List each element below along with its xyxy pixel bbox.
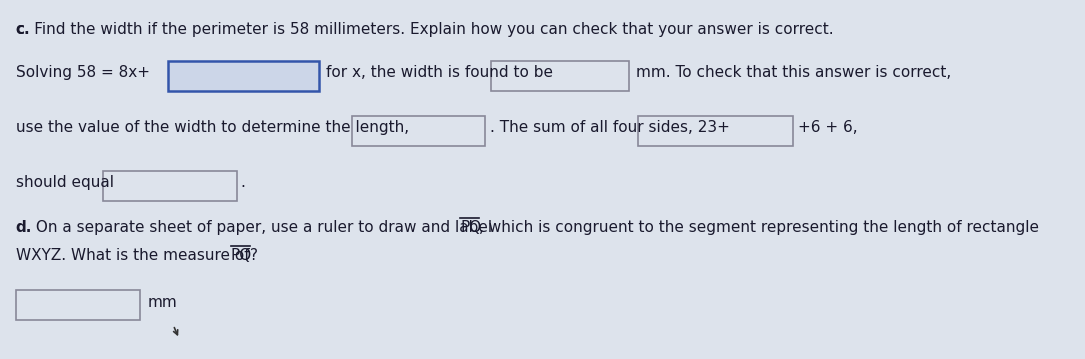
Text: c. Find the width if the perimeter is 58 millimeters. Explain how you can check : c. Find the width if the perimeter is 58… <box>15 22 833 37</box>
Bar <box>492 61 629 91</box>
Text: mm: mm <box>148 295 177 310</box>
Bar <box>352 116 485 146</box>
Text: On a separate sheet of paper, use a ruler to draw and label: On a separate sheet of paper, use a rule… <box>31 220 497 235</box>
Bar <box>103 171 237 201</box>
Text: PQ: PQ <box>460 220 482 235</box>
Text: +6 + 6,: +6 + 6, <box>797 120 857 135</box>
Text: . The sum of all four sides, 23+: . The sum of all four sides, 23+ <box>490 120 730 135</box>
Bar <box>15 290 140 320</box>
Text: d.: d. <box>15 220 31 235</box>
Bar <box>168 61 319 91</box>
Text: c.: c. <box>15 22 30 37</box>
Text: , which is congruent to the segment representing the length of rectangle: , which is congruent to the segment repr… <box>480 220 1039 235</box>
Text: should equal: should equal <box>15 175 114 190</box>
Text: ?: ? <box>250 248 258 263</box>
Text: for x, the width is found to be: for x, the width is found to be <box>326 65 552 80</box>
Text: .: . <box>241 175 245 190</box>
Text: use the value of the width to determine the length,: use the value of the width to determine … <box>15 120 409 135</box>
Text: WXYZ. What is the measure of: WXYZ. What is the measure of <box>15 248 254 263</box>
Bar <box>638 116 793 146</box>
Text: PQ: PQ <box>231 248 252 263</box>
Text: Solving 58 = 8x+: Solving 58 = 8x+ <box>15 65 150 80</box>
Text: mm. To check that this answer is correct,: mm. To check that this answer is correct… <box>636 65 952 80</box>
